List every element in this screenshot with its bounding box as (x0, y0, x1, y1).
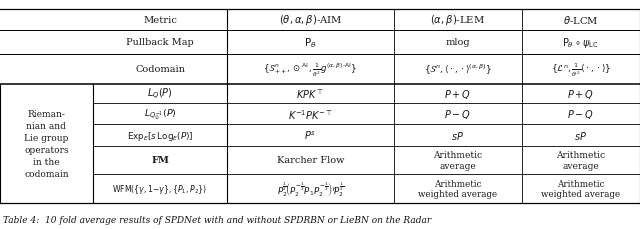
Text: $\mathrm{P}_{\theta} \circ \psi_{\mathrm{LC}}$: $\mathrm{P}_{\theta} \circ \psi_{\mathrm… (563, 36, 599, 50)
Text: $\{\mathcal{S}^{n}, \langle\cdot,\cdot\rangle^{(\alpha,\beta)}\}$: $\{\mathcal{S}^{n}, \langle\cdot,\cdot\r… (424, 63, 492, 76)
Text: $P + Q$: $P + Q$ (567, 87, 595, 101)
Text: Arithmetic
weighted average: Arithmetic weighted average (541, 179, 620, 199)
Text: $KPK^{\top}$: $KPK^{\top}$ (296, 87, 324, 101)
Text: Metric: Metric (143, 16, 177, 25)
Text: $\{\mathcal{S}_{++}^{n}, \odot^{\mathrm{AI}}, \frac{1}{\theta^2} g^{(\alpha,\bet: $\{\mathcal{S}_{++}^{n}, \odot^{\mathrm{… (264, 61, 357, 78)
Text: $\mathrm{Exp}_E[s\,\mathrm{Log}_E(P)]$: $\mathrm{Exp}_E[s\,\mathrm{Log}_E(P)]$ (127, 129, 193, 142)
Text: $(\alpha, \beta)$-LEM: $(\alpha, \beta)$-LEM (430, 13, 485, 27)
Text: $P - Q$: $P - Q$ (444, 108, 471, 121)
Text: $\{\mathcal{L}^{n}, \frac{1}{\theta^2}\langle\cdot,\cdot\rangle\}$: $\{\mathcal{L}^{n}, \frac{1}{\theta^2}\l… (550, 61, 611, 78)
Text: mlog: mlog (445, 38, 470, 47)
Text: $(\theta, \alpha, \beta)$-AIM: $(\theta, \alpha, \beta)$-AIM (278, 13, 342, 27)
Text: FM: FM (151, 156, 169, 165)
Text: $P_2^{\frac{1}{2}}\!\left(P_2^{-\frac{1}{2}} P_1 P_2^{-\frac{1}{2}}\right)^{\!\g: $P_2^{\frac{1}{2}}\!\left(P_2^{-\frac{1}… (276, 180, 344, 198)
Text: Codomain: Codomain (135, 65, 185, 74)
Text: $P + Q$: $P + Q$ (444, 87, 471, 101)
Text: $P - Q$: $P - Q$ (567, 108, 595, 121)
Text: Rieman-
nian and
Lie group
operators
in the
codomain: Rieman- nian and Lie group operators in … (24, 109, 68, 179)
Text: $\theta$-LCM: $\theta$-LCM (563, 14, 598, 26)
Text: Pullback Map: Pullback Map (126, 38, 194, 47)
Text: $\mathrm{P}_{\theta}$: $\mathrm{P}_{\theta}$ (304, 36, 317, 49)
Text: Table 4:  10 fold average results of SPDNet with and without SPDRBN or LieBN on : Table 4: 10 fold average results of SPDN… (3, 215, 431, 224)
Text: $P^s$: $P^s$ (305, 129, 316, 142)
Text: Karcher Flow: Karcher Flow (276, 156, 344, 165)
Text: $K^{-1}PK^{-\top}$: $K^{-1}PK^{-\top}$ (288, 107, 333, 121)
Text: $\mathrm{WFM}(\{\gamma, 1{-}\gamma\}, \{P_1, P_2\})$: $\mathrm{WFM}(\{\gamma, 1{-}\gamma\}, \{… (113, 183, 207, 195)
Text: Arithmetic
average: Arithmetic average (556, 150, 605, 170)
Text: Arithmetic
average: Arithmetic average (433, 150, 482, 170)
Text: $L_{Q_{\odot}^{-1}}(P)$: $L_{Q_{\odot}^{-1}}(P)$ (144, 107, 176, 121)
Text: $sP$: $sP$ (451, 129, 464, 142)
Text: $sP$: $sP$ (574, 129, 588, 142)
Text: Arithmetic
weighted average: Arithmetic weighted average (418, 179, 497, 199)
Text: $L_Q(P)$: $L_Q(P)$ (147, 86, 173, 101)
